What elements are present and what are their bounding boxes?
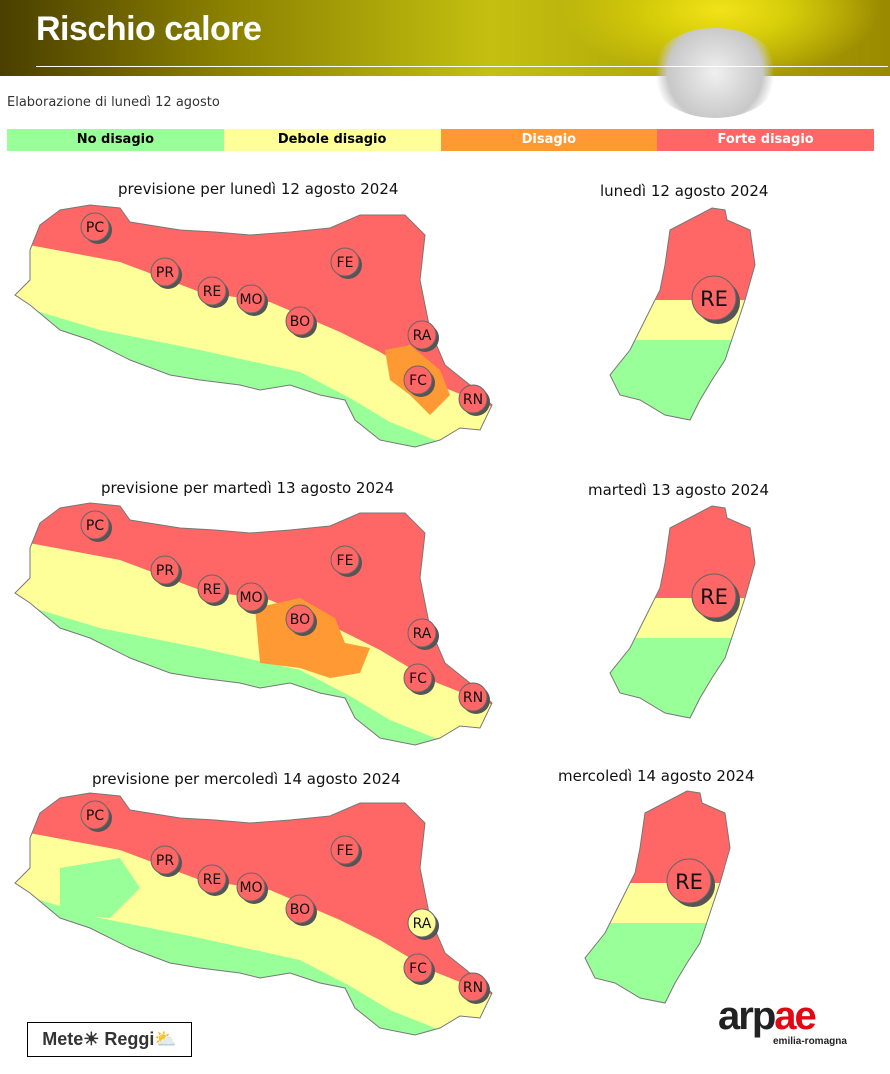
- province-marker-pr[interactable]: PR: [150, 257, 182, 289]
- province-label: BO: [290, 612, 310, 628]
- zone-west-green: [60, 858, 140, 918]
- arpae-logo: arpae emilia-romagna: [718, 994, 847, 1047]
- province-marker-mo[interactable]: MO: [236, 582, 268, 614]
- header-divider: [36, 66, 888, 67]
- province-marker-re[interactable]: RE: [197, 276, 229, 308]
- re-label: RE: [700, 287, 728, 311]
- province-marker-fe[interactable]: FE: [330, 247, 362, 279]
- sun-graphic: [650, 28, 780, 118]
- province-label: RN: [463, 980, 483, 996]
- province-label: FE: [337, 843, 354, 859]
- province-marker-fe[interactable]: FE: [330, 545, 362, 577]
- re-caption-2: martedì 13 agosto 2024: [588, 481, 770, 499]
- province-marker-bo[interactable]: BO: [285, 894, 317, 926]
- province-label: PC: [86, 220, 104, 236]
- legend-no-disagio: No disagio: [7, 129, 224, 151]
- province-marker-pc[interactable]: PC: [80, 212, 112, 244]
- province-marker-ra[interactable]: RA: [407, 320, 439, 352]
- province-marker-fc[interactable]: FC: [403, 663, 435, 695]
- province-marker-bo[interactable]: BO: [285, 604, 317, 636]
- province-label: RN: [463, 690, 483, 706]
- legend-debole-disagio: Debole disagio: [223, 129, 441, 151]
- province-label: PR: [156, 265, 174, 281]
- province-marker-mo[interactable]: MO: [236, 872, 268, 904]
- elaboration-date: Elaborazione di lunedì 12 agosto: [7, 95, 220, 110]
- re-province-map-1: RE: [609, 207, 756, 421]
- province-marker-mo[interactable]: MO: [236, 284, 268, 316]
- province-label: BO: [290, 902, 310, 918]
- province-label: PR: [156, 853, 174, 869]
- province-marker-ra[interactable]: RA: [407, 618, 439, 650]
- risk-legend: No disagio Debole disagio Disagio Forte …: [7, 129, 874, 151]
- province-label: RN: [463, 392, 483, 408]
- province-marker-fc[interactable]: FC: [403, 365, 435, 397]
- province-label: RA: [413, 328, 432, 344]
- zone-north: [15, 205, 492, 410]
- re-label: RE: [675, 870, 703, 894]
- province-label: RA: [413, 626, 432, 642]
- province-marker-pr[interactable]: PR: [150, 555, 182, 587]
- province-marker-re[interactable]: RE: [197, 864, 229, 896]
- province-label: PR: [156, 563, 174, 579]
- zone-bo-highlight: [255, 598, 370, 678]
- region-map-1: PC PR RE MO BO FE RA FC RN: [14, 204, 493, 448]
- map-caption-3: previsione per mercoledì 14 agosto 2024: [92, 770, 401, 788]
- province-label: FE: [337, 553, 354, 569]
- province-label: MO: [239, 880, 262, 896]
- header-banner: Rischio calore: [0, 0, 890, 118]
- province-marker-pc[interactable]: PC: [80, 510, 112, 542]
- province-marker-bo[interactable]: BO: [285, 306, 317, 338]
- province-label: PC: [86, 518, 104, 534]
- province-label: RE: [203, 872, 222, 888]
- re-caption-1: lunedì 12 agosto 2024: [600, 182, 769, 200]
- zone-north: [15, 793, 492, 998]
- meteo-reggio-logo: Mete☀ Reggi⛅: [27, 1022, 192, 1057]
- page-title: Rischio calore: [36, 10, 262, 48]
- province-marker-ra[interactable]: RA: [407, 908, 439, 940]
- province-marker-fc[interactable]: FC: [403, 953, 435, 985]
- legend-forte-disagio: Forte disagio: [657, 129, 874, 151]
- province-marker-fe[interactable]: FE: [330, 835, 362, 867]
- province-marker-pc[interactable]: PC: [80, 800, 112, 832]
- province-marker-re[interactable]: RE: [197, 574, 229, 606]
- province-label: BO: [290, 314, 310, 330]
- zone-north: [15, 503, 492, 708]
- province-label: FE: [337, 255, 354, 271]
- province-label: RE: [203, 582, 222, 598]
- legend-disagio: Disagio: [440, 129, 658, 151]
- province-label: PC: [86, 808, 104, 824]
- province-label: MO: [239, 292, 262, 308]
- map-caption-2: previsione per martedì 13 agosto 2024: [101, 479, 395, 497]
- province-label: FC: [409, 671, 427, 687]
- map-caption-1: previsione per lunedì 12 agosto 2024: [118, 180, 399, 198]
- re-caption-3: mercoledì 14 agosto 2024: [558, 767, 755, 785]
- province-marker-rn[interactable]: RN: [458, 682, 490, 714]
- province-label: FC: [409, 961, 427, 977]
- re-province-map-2: RE: [609, 505, 756, 719]
- province-marker-rn[interactable]: RN: [458, 972, 490, 1004]
- province-marker-pr[interactable]: PR: [150, 845, 182, 877]
- region-map-2: PC PR RE MO BO FE RA FC RN: [14, 502, 493, 746]
- re-province-map-3: RE: [584, 790, 731, 1004]
- re-label: RE: [700, 585, 728, 609]
- province-label: RA: [413, 916, 432, 932]
- province-marker-rn[interactable]: RN: [458, 384, 490, 416]
- province-label: RE: [203, 284, 222, 300]
- region-map-3: PC PR RE MO BO FE RA FC RN: [14, 792, 493, 1036]
- province-label: MO: [239, 590, 262, 606]
- province-label: FC: [409, 373, 427, 389]
